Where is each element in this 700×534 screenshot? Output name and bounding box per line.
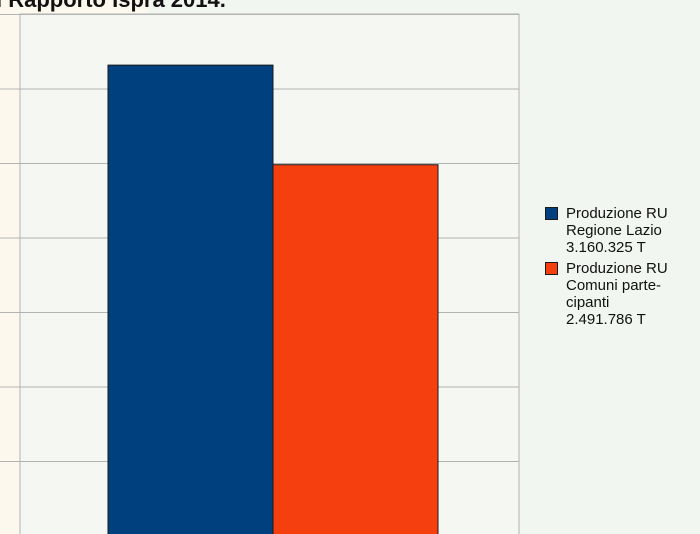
legend-entry-2: Produzione RU Comuni parte- cipanti 2.49… xyxy=(545,260,700,328)
legend-swatch xyxy=(545,262,558,275)
legend-swatch xyxy=(545,207,558,220)
chart-title: l Rapporto Ispra 2014. xyxy=(0,0,226,13)
bars xyxy=(107,64,439,534)
bar-series-1 xyxy=(107,64,274,534)
legend-label: Produzione RU Regione Lazio 3.160.325 T xyxy=(566,205,668,256)
legend-entry-1: Produzione RU Regione Lazio 3.160.325 T xyxy=(545,205,700,256)
legend-label: Produzione RU Comuni parte- cipanti 2.49… xyxy=(566,260,668,328)
bar-series-2 xyxy=(272,164,439,534)
